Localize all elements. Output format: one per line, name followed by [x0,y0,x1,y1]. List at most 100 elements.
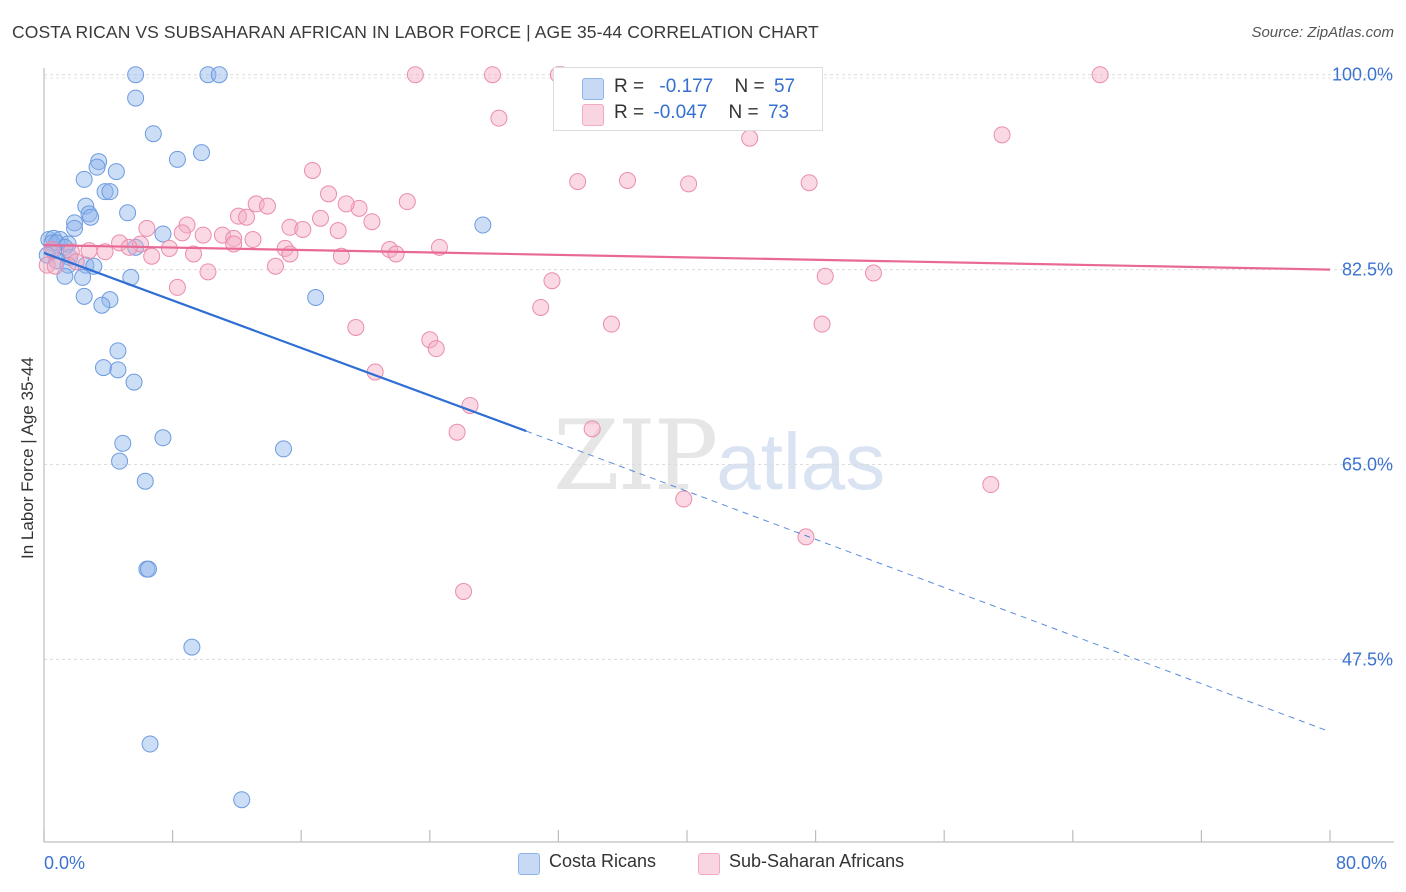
stats-legend: R = -0.177 N = 57 R = -0.047 N = 73 [553,67,823,131]
n-label: N = [734,76,765,97]
costa-ricans-point [82,208,100,226]
costa-ricans-point [119,204,137,222]
y-tick-label: 100.0% [1332,65,1393,85]
sub-saharan-africans-point [398,193,416,211]
sub-saharan-africans-point [244,231,262,249]
costa-ricans-point [168,150,186,168]
sub-saharan-africans-point [602,315,620,333]
r-value: -0.177 [659,76,714,97]
costa-ricans-point [307,288,325,306]
legend-row-sub-saharan-africans: R = -0.047 N = 73 [614,102,789,124]
costa-ricans-point [94,359,112,377]
sub-saharan-africans-point [225,229,243,247]
costa-ricans-point [127,66,145,84]
sub-saharan-africans-point [238,208,256,226]
sub-saharan-africans-point [421,331,439,349]
costa-ricans-point [109,342,127,360]
sub-saharan-africans-point [266,257,284,275]
costa-ricans-point [136,472,154,490]
sub-saharan-africans-point [569,173,587,191]
sub-saharan-africans-point [247,195,265,213]
legend-swatch-sub-saharan-africans [582,104,604,126]
costa-ricans-point [74,268,92,286]
sub-saharan-africans-point [427,340,445,358]
sub-saharan-africans-point [993,126,1011,144]
sub-saharan-africans-point [337,195,355,213]
sub-saharan-africans-point [430,238,448,256]
sub-saharan-africans-point [281,245,299,263]
sub-saharan-africans-point [258,197,276,215]
costa-ricans-point [93,296,111,314]
sub-saharan-africans-point [448,423,466,441]
costa-ricans-point [75,287,93,305]
sub-saharan-africans-point [332,247,350,265]
x-tick-label-max: 80.0% [1336,853,1388,873]
costa-ricans-point [107,163,125,181]
costa-ricans-point [88,158,106,176]
legend-swatch-costa-ricans [582,78,604,100]
costa-ricans-point [154,429,172,447]
sub-saharan-africans-point [532,298,550,316]
legend-label-costa-ricans: Costa Ricans [549,851,657,871]
sub-saharan-africans-point [350,199,368,217]
costa-ricans-point [66,214,84,232]
sub-saharan-africans-point [455,582,473,600]
legend-swatch-sub-saharan-africans [698,853,720,875]
y-axis-label: In Labor Force | Age 35-44 [18,357,37,559]
sub-saharan-africans-point [194,226,212,244]
costa-ricans-point [139,560,157,578]
costa-ricans-point [109,361,127,379]
sub-saharan-africans-point [406,66,424,84]
chart-title: COSTA RICAN VS SUBSAHARAN AFRICAN IN LAB… [12,22,819,42]
y-tick-label: 47.5% [1342,649,1393,669]
costa-ricans-point [233,791,251,809]
sub-saharan-africans-point [138,219,156,237]
costa-ricans-point [127,89,145,107]
sub-saharan-africans-point [143,247,161,265]
sub-saharan-africans-point [813,315,831,333]
sub-saharan-africans-point [543,272,561,290]
watermark-atlas: atlas [716,417,886,506]
sub-saharan-africans-point [490,109,508,127]
y-tick-label: 82.5% [1342,260,1393,280]
sub-saharan-africans-point [294,221,312,239]
n-value: 57 [773,76,796,97]
costa-ricans-point [111,452,129,470]
sub-saharan-africans-point [347,319,365,337]
costa-ricans-point [144,125,162,143]
sub-saharan-africans-point [816,267,834,285]
n-value: 73 [767,102,790,123]
sub-saharan-africans-point [583,420,601,438]
watermark-zip: ZIP [553,400,718,512]
sub-saharan-africans-point [864,264,882,282]
sub-saharan-africans-point [213,226,231,244]
y-tick-label: 65.0% [1342,454,1393,474]
r-label: R = [614,102,645,123]
costa-ricans-point [193,144,211,162]
sub-saharan-africans-point [276,239,294,257]
legend-label-sub-saharan-africans: Sub-Saharan Africans [729,851,905,871]
r-value: -0.047 [653,102,708,123]
costa-ricans-point [210,66,228,84]
source-label: Source: ZipAtlas.com [1251,24,1394,41]
sub-saharan-africans-point [184,245,202,263]
costa-ricans-point [275,440,293,458]
sub-saharan-africans-point [281,218,299,236]
sub-saharan-africans-point [797,528,815,546]
costa-ricans-point [474,216,492,234]
x-tick-label-min: 0.0% [44,853,86,873]
costa-ricans-point [75,170,93,188]
sub-saharan-africans-point [46,257,64,275]
sub-saharan-africans-point [173,224,191,242]
sub-saharan-africans-point [311,209,329,227]
sub-saharan-africans-point [62,243,80,261]
series-legend: Costa Ricans Sub-Saharan Africans [0,851,1406,877]
costa-ricans-point [114,434,132,452]
costa-ricans-point [96,183,114,201]
n-label: N = [728,102,759,123]
r-label: R = [614,76,645,97]
sub-saharan-africans-point [675,490,693,508]
sub-saharan-africans-point [387,245,405,263]
sub-saharan-africans-point [363,213,381,231]
